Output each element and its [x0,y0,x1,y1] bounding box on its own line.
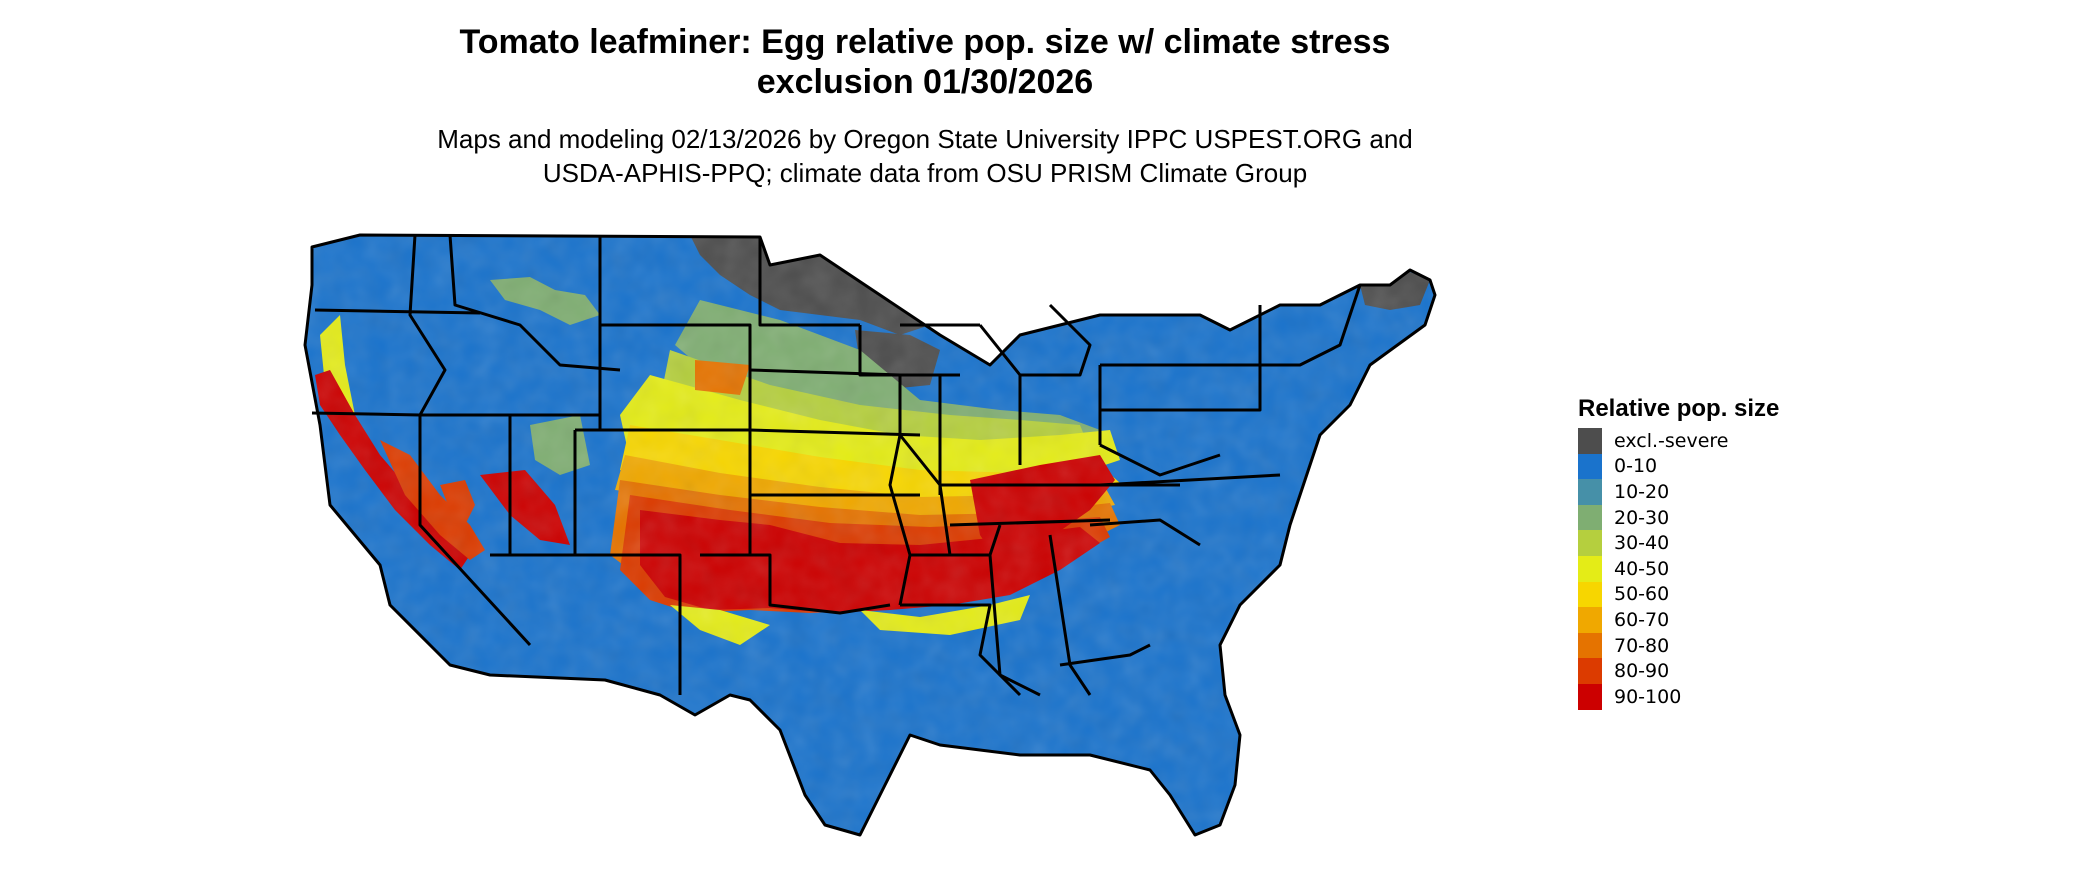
legend-swatch [1578,530,1602,556]
map-title-line1: Tomato leafminer: Egg relative pop. size… [459,23,1391,61]
border-id-mt [448,234,621,372]
border-pa-ny [1100,363,1262,412]
legend-swatch [1578,658,1602,684]
legend-item: 20-30 [1578,504,1779,531]
border-or-ca [311,411,421,417]
legend-swatch [1578,632,1602,659]
border-ok-tx [700,553,891,615]
legend-swatch [1578,607,1602,633]
legend-label: 90-100 [1614,685,1682,708]
border-nc-va [1099,473,1281,487]
legend-item: 10-20 [1578,479,1779,505]
legend-label: 80-90 [1614,660,1670,683]
legend-label: 70-80 [1614,634,1670,657]
map-legend: Relative pop. size excl.-severe 0-10 10-20… [1578,394,1779,710]
border-nc-sc [1089,518,1201,547]
legend-label: 40-50 [1614,557,1670,580]
border-id-wa-or [408,234,447,416]
legend-swatch [1578,581,1602,608]
legend-items: excl.-severe 0-10 10-20 20-30 30-40 40-50 50-6… [1578,428,1779,710]
legend-item: 50-60 [1578,581,1779,608]
legend-label: 60-70 [1614,608,1670,631]
border-ne-ks [749,428,921,437]
map-subtitle-line2: USDA-APHIS-PPQ; climate data from OSU PR… [542,158,1308,188]
map-subtitle: Maps and modeling 02/13/2026 by Oregon S… [0,122,1850,190]
us-risk-map [303,233,1437,837]
legend-swatch [1578,428,1602,454]
legend-label: excl.-severe [1614,429,1729,452]
legend-label: 10-20 [1614,480,1670,503]
border-ms-al [988,554,1041,697]
border-ms-river [888,434,912,606]
legend-label: 20-30 [1614,506,1670,529]
us-outline [303,233,1437,837]
legend-item: 30-40 [1578,530,1779,556]
border-tn-al [949,518,1111,527]
border-ky-va [1099,443,1221,477]
state-borders [303,233,1437,837]
legend-item: 90-100 [1578,683,1779,710]
legend-item: 0-10 [1578,453,1779,480]
border-ga-fl [1059,643,1151,667]
border-wa-or [314,308,481,315]
legend-swatch [1578,479,1602,505]
border-mi [978,303,1092,377]
legend-swatch [1578,683,1602,710]
legend-label: 50-60 [1614,583,1670,606]
legend-swatch [1578,555,1602,582]
map-title: Tomato leafminer: Egg relative pop. size… [0,22,1850,102]
map-subtitle-line1: Maps and modeling 02/13/2026 by Oregon S… [437,124,1413,154]
border-mn-ia [858,325,960,377]
legend-item: 60-70 [1578,607,1779,633]
legend-label: 30-40 [1614,532,1670,555]
border-ca-nv [418,415,532,647]
border-nd-sd [758,237,860,327]
legend-title: Relative pop. size [1578,395,1780,422]
border-ia-mo [898,375,952,556]
legend-swatch [1578,504,1602,531]
legend-item: 40-50 [1578,555,1779,582]
legend-item: 70-80 [1578,632,1779,659]
legend-swatch [1578,453,1602,480]
map-title-line2: exclusion 01/30/2026 [756,63,1094,101]
border-az-nm [530,553,682,695]
legend-label: 0-10 [1614,455,1658,478]
legend-item: excl.-severe [1578,428,1779,454]
legend-item: 80-90 [1578,658,1779,684]
border-ny-ne [1258,284,1362,367]
